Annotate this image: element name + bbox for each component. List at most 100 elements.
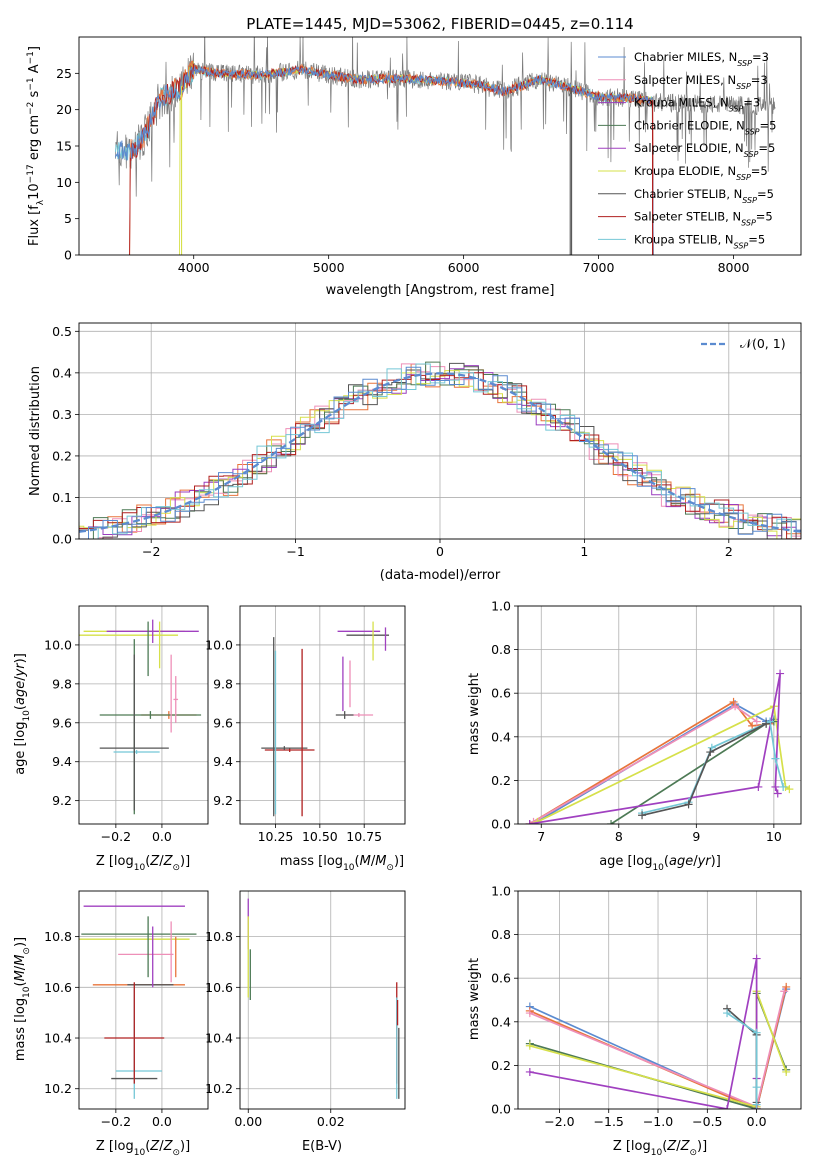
axes-age_vs_Z: −0.2 0.09.29.49.69.810.0Z [log10(Z/Z⊙)]ag… bbox=[13, 605, 209, 873]
x-tick-label: 2 bbox=[725, 544, 733, 559]
y-tick-label: 10.0 bbox=[205, 637, 233, 652]
label-part: −17 bbox=[26, 164, 36, 183]
label-part: / bbox=[693, 854, 698, 869]
legend-sub: SSP bbox=[736, 173, 751, 182]
label-part: Z bbox=[680, 1139, 691, 1154]
weight-line bbox=[537, 705, 790, 823]
y-tick-label: 9.6 bbox=[52, 715, 72, 730]
x-tick-label: 4000 bbox=[178, 260, 210, 275]
y-tick-label: 0.6 bbox=[491, 686, 511, 701]
label-part: M bbox=[360, 854, 371, 869]
legend-text: =3 bbox=[752, 50, 769, 64]
y-tick-label: 10.6 bbox=[44, 980, 72, 995]
legend-text: =3 bbox=[751, 73, 768, 87]
x-tick-label: 0.02 bbox=[317, 1114, 345, 1129]
label-part: / bbox=[13, 965, 28, 970]
axes-spectrum: 4000 5000 6000 7000 8000 0 5 10 15 20 25 wavelength… bbox=[26, 36, 802, 298]
plot-area-age_vs_mass bbox=[261, 621, 390, 817]
histogram-step bbox=[79, 365, 801, 539]
x-tick-label: 0.0 bbox=[152, 1114, 172, 1129]
label-part: ⊙ bbox=[172, 863, 180, 873]
label-part: / bbox=[13, 676, 28, 681]
legend-sub: SSP bbox=[729, 104, 744, 113]
legend-sub: SSP bbox=[734, 241, 749, 250]
label-part: Z bbox=[149, 1139, 160, 1154]
label-part: ( bbox=[13, 705, 28, 710]
legend-text: Chabrier MILES, N bbox=[634, 50, 737, 64]
legend-sub: SSP bbox=[737, 59, 752, 68]
y-tick-label: 0.2 bbox=[491, 773, 511, 788]
legend-label: Kroupa ELODIE, NSSP=5 bbox=[634, 164, 768, 182]
label-part: Z bbox=[163, 854, 174, 869]
plot-area-mass_vs_ebv bbox=[247, 898, 400, 1099]
label-part: 10 bbox=[22, 986, 32, 998]
weight-marker bbox=[638, 811, 647, 820]
x-tick-label: 6000 bbox=[448, 260, 480, 275]
axes-frame bbox=[239, 890, 406, 1110]
legend-text: Chabrier STELIB, N bbox=[634, 187, 742, 201]
histogram-step bbox=[79, 363, 801, 539]
legend-text: =5 bbox=[751, 164, 768, 178]
label-part: )] bbox=[711, 854, 721, 869]
x-tick-label: 8000 bbox=[718, 260, 750, 275]
weight-marker bbox=[771, 782, 780, 791]
axes-frame bbox=[517, 890, 802, 1110]
y-tick-label: 10.8 bbox=[44, 929, 72, 944]
x-tick-label: 0 bbox=[436, 544, 444, 559]
axes-massweight_vs_Z: −2.0 −1.5 −1.0 −0.5 0.0 0.0 0.2 0.4 0.6 0.8 1.0 Z [… bbox=[467, 884, 802, 1158]
histogram-step bbox=[79, 372, 801, 539]
label-part: age bbox=[13, 681, 28, 705]
weight-marker bbox=[525, 1067, 534, 1076]
weight-marker bbox=[782, 982, 791, 991]
axes-frame bbox=[517, 605, 802, 825]
label-part: age bbox=[669, 854, 693, 869]
weight-marker bbox=[754, 782, 763, 791]
y-tick-label: 0.8 bbox=[491, 642, 511, 657]
x-tick-label: −1.5 bbox=[594, 1114, 624, 1129]
spectrum-model-line bbox=[114, 66, 654, 255]
legend-sub: SSP bbox=[744, 150, 759, 159]
weight-marker bbox=[748, 721, 757, 730]
y-tick-label: 10.2 bbox=[205, 1081, 233, 1096]
x-axis-label: Z [log10(Z/Z⊙)] bbox=[613, 1139, 707, 1158]
plot-area-spectrum bbox=[114, 37, 776, 255]
y-axis-label: Normed distribution bbox=[28, 366, 43, 496]
label-part: M bbox=[375, 854, 386, 869]
y-tick-label: 0.0 bbox=[491, 817, 511, 832]
legend-text: Kroupa STELIB, N bbox=[634, 232, 734, 246]
weight-marker bbox=[525, 1009, 534, 1018]
y-tick-label: 10.4 bbox=[44, 1031, 72, 1046]
legend-label: Chabrier ELODIE, NSSP=5 bbox=[634, 118, 776, 136]
x-tick-label: 7000 bbox=[583, 260, 615, 275]
weight-marker bbox=[762, 719, 771, 728]
weight-marker bbox=[771, 754, 780, 763]
label-part: ( bbox=[145, 854, 150, 869]
label-part: 10 bbox=[22, 710, 32, 722]
x-tick-label: −0.5 bbox=[692, 1114, 722, 1129]
x-tick-label: 10.25 bbox=[258, 829, 294, 844]
label-part: )] bbox=[697, 1139, 707, 1154]
legend-label: Kroupa MILES, NSSP=3 bbox=[634, 96, 760, 114]
weight-line bbox=[641, 722, 767, 817]
label-part: )] bbox=[13, 937, 28, 947]
x-tick-label: −2.0 bbox=[544, 1114, 574, 1129]
label-part: ⊙ bbox=[172, 1148, 180, 1158]
label-part: λ bbox=[36, 199, 46, 205]
label-part: Z bbox=[149, 854, 160, 869]
x-axis-label: mass [log10(M/M⊙)] bbox=[280, 854, 404, 873]
x-tick-label: 10 bbox=[766, 829, 782, 844]
weight-marker bbox=[752, 717, 761, 726]
label-part: ( bbox=[145, 1139, 150, 1154]
y-tick-label: 9.8 bbox=[213, 676, 233, 691]
y-tick-label: 25 bbox=[56, 66, 72, 81]
x-tick-label: 10.75 bbox=[346, 829, 382, 844]
histogram-step bbox=[79, 363, 801, 539]
legend-label: Chabrier MILES, NSSP=3 bbox=[634, 50, 769, 68]
legend-label: Salpeter ELODIE, NSSP=5 bbox=[634, 141, 775, 159]
plot-area-massweight_vs_Z bbox=[525, 954, 791, 1109]
y-tick-label: 9.2 bbox=[213, 793, 233, 808]
gaussian-curve bbox=[79, 372, 801, 533]
legend-label: Chabrier STELIB, NSSP=5 bbox=[634, 187, 774, 205]
spectrum-model-line bbox=[114, 65, 654, 255]
label-part: A bbox=[27, 64, 42, 77]
